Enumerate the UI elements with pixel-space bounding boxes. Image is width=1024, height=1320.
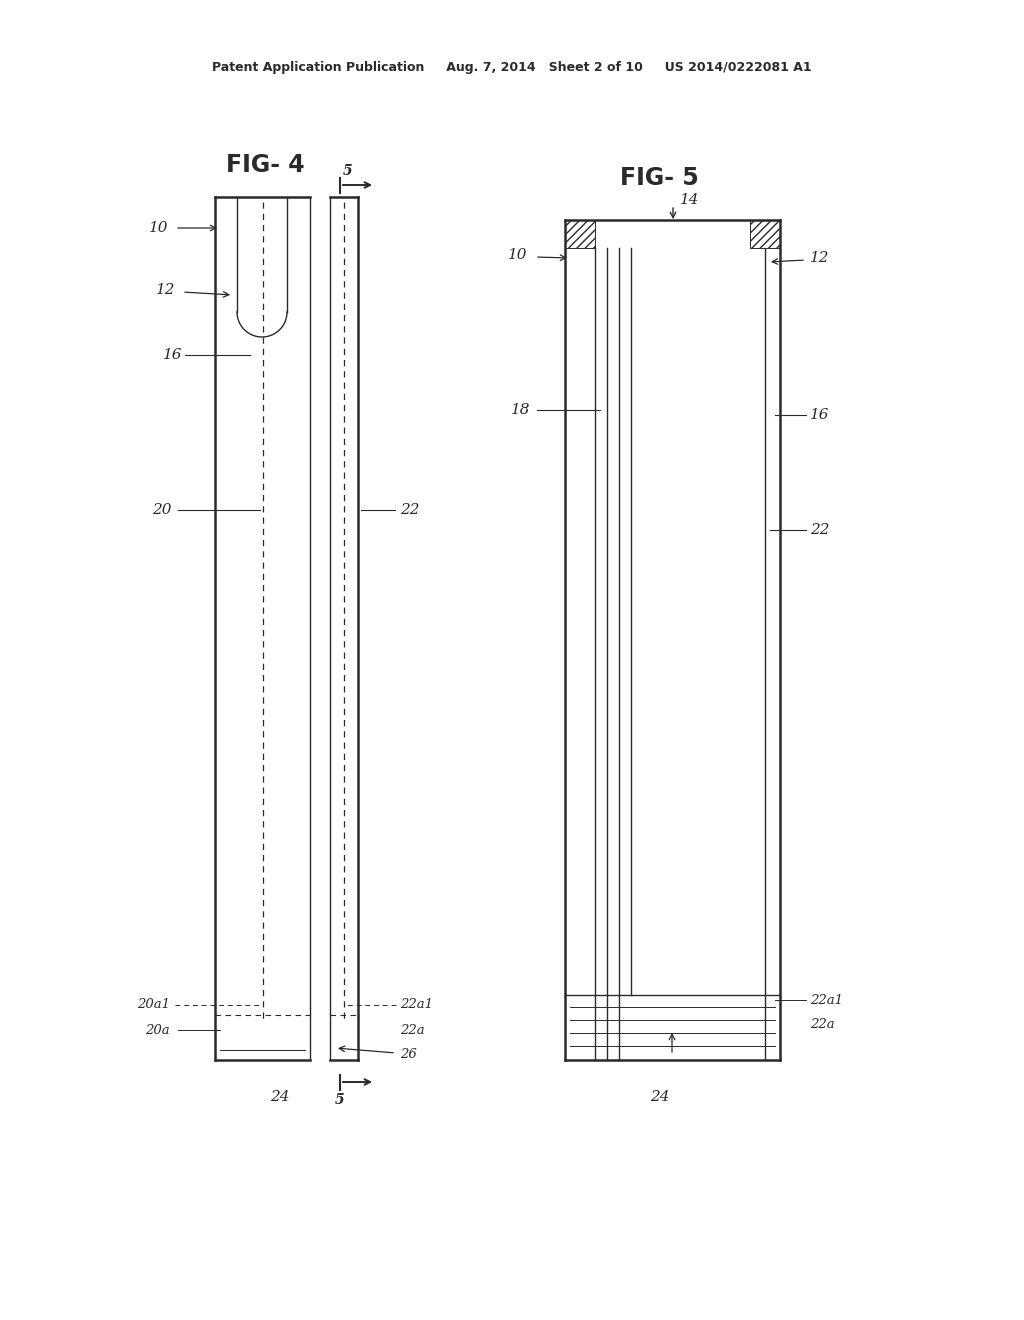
Text: FIG- 5: FIG- 5 [620,166,698,190]
Text: 10: 10 [148,220,168,235]
Text: 24: 24 [650,1090,670,1104]
Bar [565,220,595,248]
Text: 10: 10 [508,248,527,261]
Text: 22a: 22a [810,1019,835,1031]
Bar [750,220,780,248]
Text: 22a1: 22a1 [400,998,433,1011]
Text: 20: 20 [153,503,172,517]
Text: 22: 22 [810,523,829,537]
Text: Patent Application Publication     Aug. 7, 2014   Sheet 2 of 10     US 2014/0222: Patent Application Publication Aug. 7, 2… [212,62,812,74]
Text: 14: 14 [680,193,699,207]
Text: FIG- 4: FIG- 4 [225,153,304,177]
Text: 22a: 22a [400,1023,425,1036]
Text: 16: 16 [163,348,182,362]
Text: 12: 12 [810,251,829,265]
Text: 5: 5 [343,164,353,178]
Text: 20a: 20a [145,1023,170,1036]
Text: 22: 22 [400,503,420,517]
Text: 26: 26 [400,1048,417,1061]
Text: 20a1: 20a1 [137,998,170,1011]
Text: 22a1: 22a1 [810,994,843,1006]
Text: 18: 18 [511,403,530,417]
Text: 24: 24 [270,1090,290,1104]
Text: 5: 5 [335,1093,345,1107]
Text: 12: 12 [156,282,175,297]
Text: 16: 16 [810,408,829,422]
